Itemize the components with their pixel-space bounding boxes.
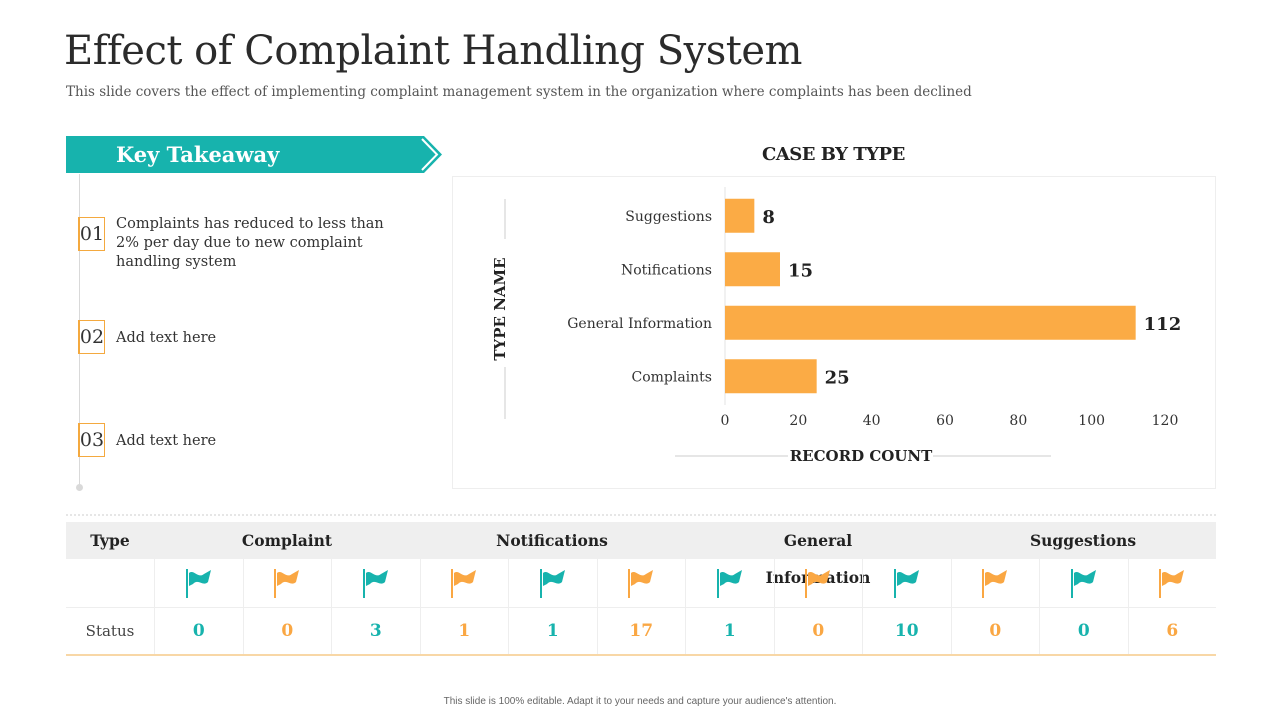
bar-chart-svg: TYPE NAME RECORD COUNT Suggestions 8 Notific… xyxy=(491,187,1182,465)
flag-cell xyxy=(1127,559,1217,607)
category-label: Notifications xyxy=(621,262,712,278)
takeaway-number: 03 xyxy=(78,423,105,457)
x-tick-label: 60 xyxy=(936,413,954,429)
status-value: 1 xyxy=(546,621,559,641)
flag-cell xyxy=(685,559,774,607)
x-tick-label: 40 xyxy=(863,413,881,429)
flag-icon xyxy=(539,569,565,598)
status-value: 6 xyxy=(1166,621,1179,641)
flag-icon xyxy=(982,569,1008,598)
status-value: 0 xyxy=(281,621,294,641)
status-cell: 3 xyxy=(331,608,420,654)
status-cell: 0 xyxy=(154,608,243,654)
takeaway-number: 02 xyxy=(78,320,105,354)
status-cell: 1 xyxy=(508,608,597,654)
slide-footer: This slide is 100% editable. Adapt it to… xyxy=(443,696,837,707)
flag-icon xyxy=(451,569,477,598)
data-label: 25 xyxy=(825,367,850,388)
bar-general-information xyxy=(725,305,1136,340)
x-tick-label: 120 xyxy=(1152,413,1179,429)
data-label: 8 xyxy=(762,207,775,228)
x-tick-label: 20 xyxy=(789,413,807,429)
table-dotted-divider xyxy=(66,514,1216,520)
status-value: 0 xyxy=(192,621,205,641)
flag-cell xyxy=(773,559,863,607)
takeaway-number: 01 xyxy=(78,217,105,251)
y-axis-label: TYPE NAME xyxy=(491,257,509,360)
flag-icon xyxy=(1159,569,1185,598)
flag-row xyxy=(66,559,1216,608)
group-header-notifications: Notifications xyxy=(496,531,608,550)
flag-icon xyxy=(274,569,300,598)
key-takeaway-banner: Key Takeaway xyxy=(66,136,444,173)
flag-icon xyxy=(805,569,831,598)
category-label: General Information xyxy=(567,316,712,332)
chart-title: CASE BY TYPE xyxy=(762,144,905,165)
bar-suggestions xyxy=(725,198,755,233)
status-value: 0 xyxy=(1077,621,1090,641)
bar-complaints xyxy=(725,359,817,394)
status-cell: 17 xyxy=(596,608,686,654)
group-header-complaint: Complaint xyxy=(241,531,333,550)
type-header: Type xyxy=(90,531,130,550)
flag-cell xyxy=(508,559,597,607)
x-tick-label: 80 xyxy=(1009,413,1027,429)
case-by-type-chart: TYPE NAME RECORD COUNT Suggestions 8 Notific… xyxy=(452,176,1216,489)
flag-cell xyxy=(950,559,1040,607)
flag-icon xyxy=(893,569,919,598)
flag-cell xyxy=(1039,559,1128,607)
flag-cell xyxy=(242,559,332,607)
status-cell: 1 xyxy=(685,608,774,654)
bar-notifications xyxy=(725,252,780,287)
key-takeaway-heading: Key Takeaway xyxy=(116,142,280,167)
flag-icon xyxy=(716,569,742,598)
status-cell: 0 xyxy=(773,608,863,654)
status-cell: 6 xyxy=(1127,608,1217,654)
flag-cell xyxy=(331,559,420,607)
flag-cell xyxy=(596,559,686,607)
status-value: 17 xyxy=(629,621,654,641)
flag-cell xyxy=(419,559,509,607)
data-label: 15 xyxy=(788,260,813,281)
flag-icon xyxy=(1070,569,1096,598)
flag-icon xyxy=(362,569,388,598)
status-cell: 0 xyxy=(242,608,332,654)
takeaway-text: Complaints has reduced to less than 2% p… xyxy=(116,216,384,270)
banner-arrow-shape xyxy=(66,136,442,173)
x-tick-label: 0 xyxy=(721,413,730,429)
status-value: 0 xyxy=(989,621,1002,641)
takeaway-text: Add text here xyxy=(116,330,217,346)
group-header-suggestions: Suggestions xyxy=(1029,531,1137,550)
status-cell: 10 xyxy=(862,608,951,654)
status-cell: 0 xyxy=(1039,608,1128,654)
category-label: Suggestions xyxy=(625,209,712,225)
flag-cell xyxy=(154,559,243,607)
group-header-general-information: General Information xyxy=(766,531,871,587)
x-axis-label: RECORD COUNT xyxy=(790,447,933,465)
takeaway-text: Add text here xyxy=(116,433,217,449)
status-cell: 1 xyxy=(419,608,509,654)
status-value: 1 xyxy=(458,621,471,641)
status-row: Status 0 0 3 1 1 17 1 0 10 0 0 6 xyxy=(66,608,1216,656)
table-header: Type Complaint Notifications General Inf… xyxy=(66,522,1216,587)
slide-subtitle: This slide covers the effect of implemen… xyxy=(66,84,972,100)
status-value: 1 xyxy=(723,621,736,641)
flag-cell xyxy=(862,559,951,607)
data-label: 112 xyxy=(1144,314,1182,335)
status-value: 0 xyxy=(812,621,825,641)
status-cell: 0 xyxy=(950,608,1040,654)
status-label: Status xyxy=(85,622,135,640)
status-value: 3 xyxy=(369,621,382,641)
x-tick-label: 100 xyxy=(1078,413,1105,429)
slide-title: Effect of Complaint Handling System xyxy=(64,28,802,74)
timeline-end-dot xyxy=(76,484,83,491)
flag-icon xyxy=(628,569,654,598)
status-value: 10 xyxy=(894,621,919,641)
category-label: Complaints xyxy=(631,369,712,385)
flag-icon xyxy=(185,569,211,598)
